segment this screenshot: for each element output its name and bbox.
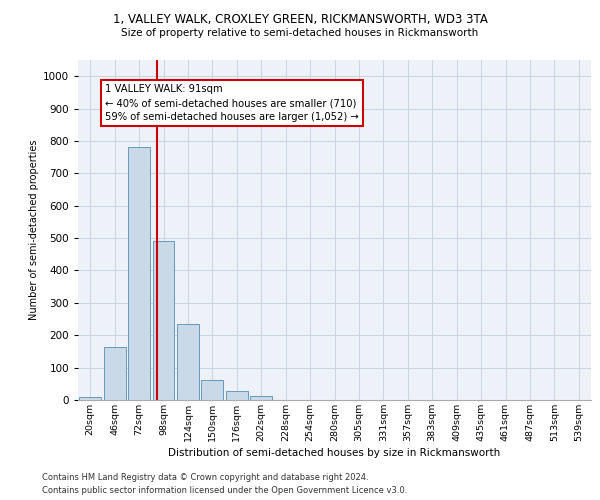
- Bar: [79, 397, 101, 400]
- Bar: [226, 391, 248, 400]
- Bar: [250, 396, 272, 400]
- Bar: [202, 380, 223, 400]
- Text: Contains public sector information licensed under the Open Government Licence v3: Contains public sector information licen…: [42, 486, 407, 495]
- Bar: [177, 324, 199, 400]
- X-axis label: Distribution of semi-detached houses by size in Rickmansworth: Distribution of semi-detached houses by …: [169, 448, 500, 458]
- Y-axis label: Number of semi-detached properties: Number of semi-detached properties: [29, 140, 38, 320]
- Bar: [152, 242, 175, 400]
- Bar: [128, 147, 150, 400]
- Text: 1 VALLEY WALK: 91sqm
← 40% of semi-detached houses are smaller (710)
59% of semi: 1 VALLEY WALK: 91sqm ← 40% of semi-detac…: [105, 84, 359, 122]
- Bar: [104, 347, 125, 400]
- Text: 1, VALLEY WALK, CROXLEY GREEN, RICKMANSWORTH, WD3 3TA: 1, VALLEY WALK, CROXLEY GREEN, RICKMANSW…: [113, 12, 487, 26]
- Text: Size of property relative to semi-detached houses in Rickmansworth: Size of property relative to semi-detach…: [121, 28, 479, 38]
- Text: Contains HM Land Registry data © Crown copyright and database right 2024.: Contains HM Land Registry data © Crown c…: [42, 472, 368, 482]
